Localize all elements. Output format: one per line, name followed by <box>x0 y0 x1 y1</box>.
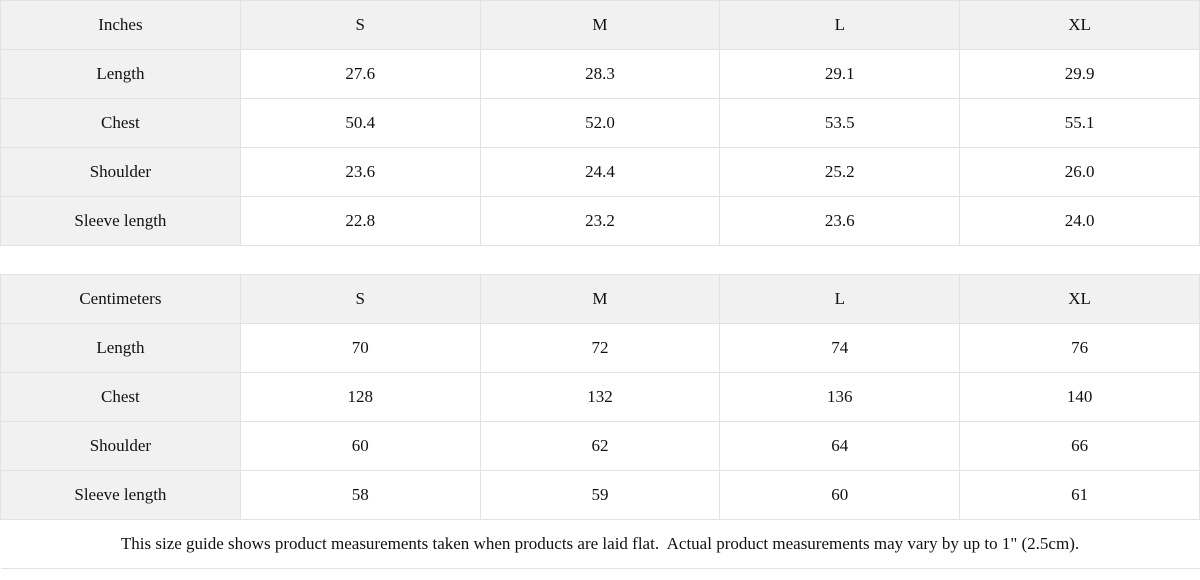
value-cell: 60 <box>719 470 961 520</box>
value-cell: 59 <box>479 470 721 520</box>
value-cell: 27.6 <box>239 49 481 99</box>
value-cell: 24.4 <box>479 147 721 197</box>
table-row-cm-sleeve-length: Sleeve length 58 59 60 61 <box>0 470 1200 520</box>
value-cell: 76 <box>959 323 1200 373</box>
inches-header-row: Inches S M L XL <box>0 0 1200 50</box>
centimeters-size-header-s: S <box>239 274 481 324</box>
spacer-cell <box>0 245 1200 275</box>
spacer-row <box>0 245 1200 275</box>
value-cell: 74 <box>719 323 961 373</box>
measurement-label-cell: Shoulder <box>0 147 241 197</box>
measurement-label-cell: Sleeve length <box>0 196 241 246</box>
value-cell: 50.4 <box>239 98 481 148</box>
value-cell: 140 <box>959 372 1200 422</box>
value-cell: 23.6 <box>239 147 481 197</box>
value-cell: 52.0 <box>479 98 721 148</box>
value-cell: 28.3 <box>479 49 721 99</box>
value-cell: 29.1 <box>719 49 961 99</box>
value-cell: 58 <box>239 470 481 520</box>
value-cell: 132 <box>479 372 721 422</box>
value-cell: 70 <box>239 323 481 373</box>
value-cell: 62 <box>479 421 721 471</box>
value-cell: 136 <box>719 372 961 422</box>
value-cell: 64 <box>719 421 961 471</box>
measurement-label-cell: Chest <box>0 98 241 148</box>
centimeters-size-header-m: M <box>479 274 721 324</box>
table-row-inches-chest: Chest 50.4 52.0 53.5 55.1 <box>0 98 1200 148</box>
table-row-inches-length: Length 27.6 28.3 29.1 29.9 <box>0 49 1200 99</box>
value-cell: 55.1 <box>959 98 1200 148</box>
inches-size-header-l: L <box>719 0 961 50</box>
inches-size-header-m: M <box>479 0 721 50</box>
measurement-label-cell: Length <box>0 49 241 99</box>
value-cell: 72 <box>479 323 721 373</box>
table-row-cm-shoulder: Shoulder 60 62 64 66 <box>0 421 1200 471</box>
table-row-inches-sleeve-length: Sleeve length 22.8 23.2 23.6 24.0 <box>0 196 1200 246</box>
value-cell: 66 <box>959 421 1200 471</box>
value-cell: 22.8 <box>239 196 481 246</box>
value-cell: 25.2 <box>719 147 961 197</box>
value-cell: 53.5 <box>719 98 961 148</box>
value-cell: 23.6 <box>719 196 961 246</box>
centimeters-size-header-xl: XL <box>959 274 1200 324</box>
centimeters-unit-header-cell: Centimeters <box>0 274 241 324</box>
value-cell: 26.0 <box>959 147 1200 197</box>
table-row-cm-chest: Chest 128 132 136 140 <box>0 372 1200 422</box>
inches-size-header-s: S <box>239 0 481 50</box>
centimeters-size-header-l: L <box>719 274 961 324</box>
measurement-label-cell: Length <box>0 323 241 373</box>
measurement-label-cell: Sleeve length <box>0 470 241 520</box>
value-cell: 24.0 <box>959 196 1200 246</box>
table-row-inches-shoulder: Shoulder 23.6 24.4 25.2 26.0 <box>0 147 1200 197</box>
inches-unit-header-cell: Inches <box>0 0 241 50</box>
footer-note: This size guide shows product measuremen… <box>0 519 1200 569</box>
value-cell: 61 <box>959 470 1200 520</box>
centimeters-header-row: Centimeters S M L XL <box>0 274 1200 324</box>
measurement-label-cell: Shoulder <box>0 421 241 471</box>
footer-row: This size guide shows product measuremen… <box>0 519 1200 569</box>
value-cell: 29.9 <box>959 49 1200 99</box>
value-cell: 128 <box>239 372 481 422</box>
value-cell: 60 <box>239 421 481 471</box>
value-cell: 23.2 <box>479 196 721 246</box>
table-row-cm-length: Length 70 72 74 76 <box>0 323 1200 373</box>
measurement-label-cell: Chest <box>0 372 241 422</box>
inches-size-header-xl: XL <box>959 0 1200 50</box>
